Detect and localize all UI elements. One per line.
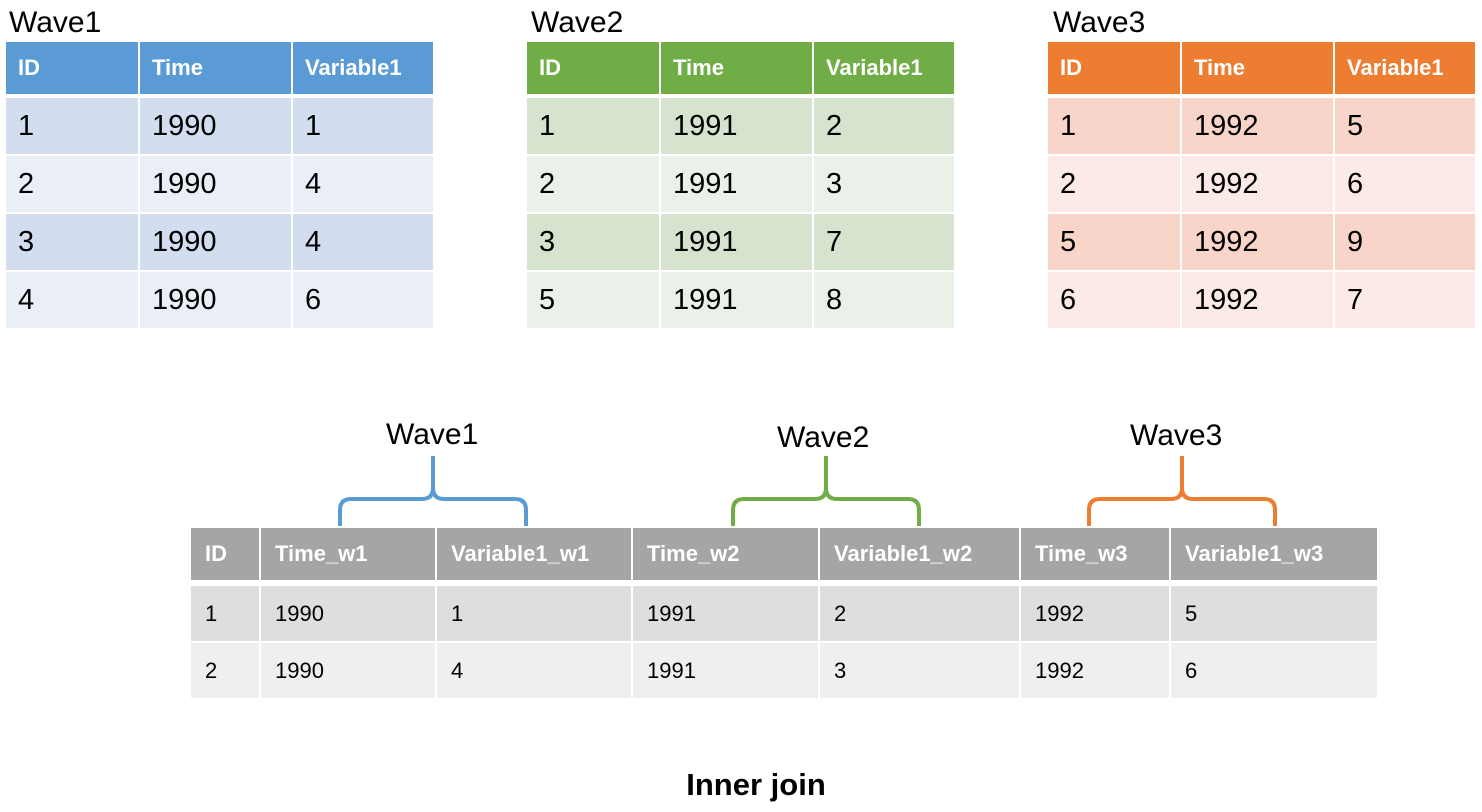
wave1-title: Wave1: [9, 6, 102, 39]
brace-label-wave1: Wave1: [386, 418, 479, 451]
caption: Inner join: [686, 767, 826, 802]
table-cell: 4: [293, 156, 433, 214]
table-row: 3 1991 7: [527, 214, 954, 272]
table-cell: 3: [814, 156, 954, 214]
table-cell: 1991: [661, 214, 812, 272]
table-cell: 1: [437, 586, 631, 643]
column-header: ID: [191, 528, 259, 586]
brace-label-wave2: Wave2: [777, 421, 870, 454]
table-cell: 7: [1335, 272, 1475, 328]
table-cell: 3: [527, 214, 659, 272]
column-header: Time: [661, 42, 812, 98]
table-cell: 8: [814, 272, 954, 328]
column-header: ID: [6, 42, 138, 98]
table-cell: 1: [191, 586, 259, 643]
table-cell: 2: [527, 156, 659, 214]
table-cell: 3: [820, 643, 1019, 698]
table-cell: 1990: [261, 586, 435, 643]
wave1-table: ID Time Variable1 1 1990 1 2 1990 4 3 1990 4 4…: [4, 42, 435, 328]
column-header: Variable1_w1: [437, 528, 631, 586]
table-row: 3 1990 4: [6, 214, 433, 272]
column-header: ID: [527, 42, 659, 98]
table-header-row: ID Time Variable1: [6, 42, 433, 98]
wave3-title: Wave3: [1053, 6, 1146, 39]
table-cell: 1992: [1021, 586, 1169, 643]
table-cell: 1991: [661, 272, 812, 328]
table-row: 1 1991 2: [527, 98, 954, 156]
table-cell: 1: [293, 98, 433, 156]
table-row: 2 1990 4: [6, 156, 433, 214]
column-header: ID: [1048, 42, 1180, 98]
table-cell: 9: [1335, 214, 1475, 272]
column-header: Time_w3: [1021, 528, 1169, 586]
table-cell: 6: [293, 272, 433, 328]
table-cell: 2: [6, 156, 138, 214]
table-cell: 1992: [1182, 156, 1333, 214]
table-cell: 4: [6, 272, 138, 328]
table-row: 6 1992 7: [1048, 272, 1475, 328]
column-header: Variable1_w2: [820, 528, 1019, 586]
wave3-brace: [1087, 456, 1277, 526]
table-header-row: ID Time Variable1: [1048, 42, 1475, 98]
table-row: 2 1991 3: [527, 156, 954, 214]
joined-table: ID Time_w1 Variable1_w1 Time_w2 Variable…: [189, 528, 1379, 698]
table-row: 1 1992 5: [1048, 98, 1475, 156]
table-cell: 6: [1048, 272, 1180, 328]
wave2-title: Wave2: [531, 6, 624, 39]
table-row: 1 1990 1 1991 2 1992 5: [191, 586, 1377, 643]
table-cell: 6: [1171, 643, 1377, 698]
table-cell: 5: [1335, 98, 1475, 156]
table-cell: 1990: [140, 214, 291, 272]
table-cell: 1992: [1182, 98, 1333, 156]
table-cell: 1992: [1021, 643, 1169, 698]
table-cell: 3: [6, 214, 138, 272]
table-cell: 1992: [1182, 272, 1333, 328]
table-cell: 4: [293, 214, 433, 272]
table-cell: 2: [191, 643, 259, 698]
table-cell: 1990: [140, 272, 291, 328]
wave1-brace: [338, 456, 528, 526]
table-cell: 1991: [633, 586, 818, 643]
table-cell: 1: [527, 98, 659, 156]
table-cell: 1991: [661, 98, 812, 156]
column-header: Variable1: [293, 42, 433, 98]
table-cell: 1990: [140, 98, 291, 156]
table-row: 2 1990 4 1991 3 1992 6: [191, 643, 1377, 698]
column-header: Time_w1: [261, 528, 435, 586]
brace-label-wave3: Wave3: [1130, 419, 1223, 452]
table-row: 5 1992 9: [1048, 214, 1475, 272]
table-cell: 1990: [140, 156, 291, 214]
table-cell: 4: [437, 643, 631, 698]
table-cell: 1991: [661, 156, 812, 214]
column-header: Variable1: [1335, 42, 1475, 98]
table-header-row: ID Time Variable1: [527, 42, 954, 98]
table-cell: 6: [1335, 156, 1475, 214]
column-header: Variable1: [814, 42, 954, 98]
table-row: 5 1991 8: [527, 272, 954, 328]
table-cell: 2: [814, 98, 954, 156]
table-header-row: ID Time_w1 Variable1_w1 Time_w2 Variable…: [191, 528, 1377, 586]
table-cell: 5: [527, 272, 659, 328]
table-cell: 1990: [261, 643, 435, 698]
table-row: 1 1990 1: [6, 98, 433, 156]
table-cell: 2: [1048, 156, 1180, 214]
column-header: Time: [1182, 42, 1333, 98]
table-cell: 1: [1048, 98, 1180, 156]
table-cell: 1: [6, 98, 138, 156]
table-cell: 5: [1048, 214, 1180, 272]
wave3-table: ID Time Variable1 1 1992 5 2 1992 6 5 1992 9 6…: [1046, 42, 1477, 328]
table-row: 4 1990 6: [6, 272, 433, 328]
column-header: Time_w2: [633, 528, 818, 586]
table-cell: 7: [814, 214, 954, 272]
table-cell: 2: [820, 586, 1019, 643]
table-row: 2 1992 6: [1048, 156, 1475, 214]
column-header: Variable1_w3: [1171, 528, 1377, 586]
table-cell: 5: [1171, 586, 1377, 643]
column-header: Time: [140, 42, 291, 98]
wave2-table: ID Time Variable1 1 1991 2 2 1991 3 3 1991 7 5…: [525, 42, 956, 328]
table-cell: 1991: [633, 643, 818, 698]
wave2-brace: [731, 456, 921, 526]
table-cell: 1992: [1182, 214, 1333, 272]
